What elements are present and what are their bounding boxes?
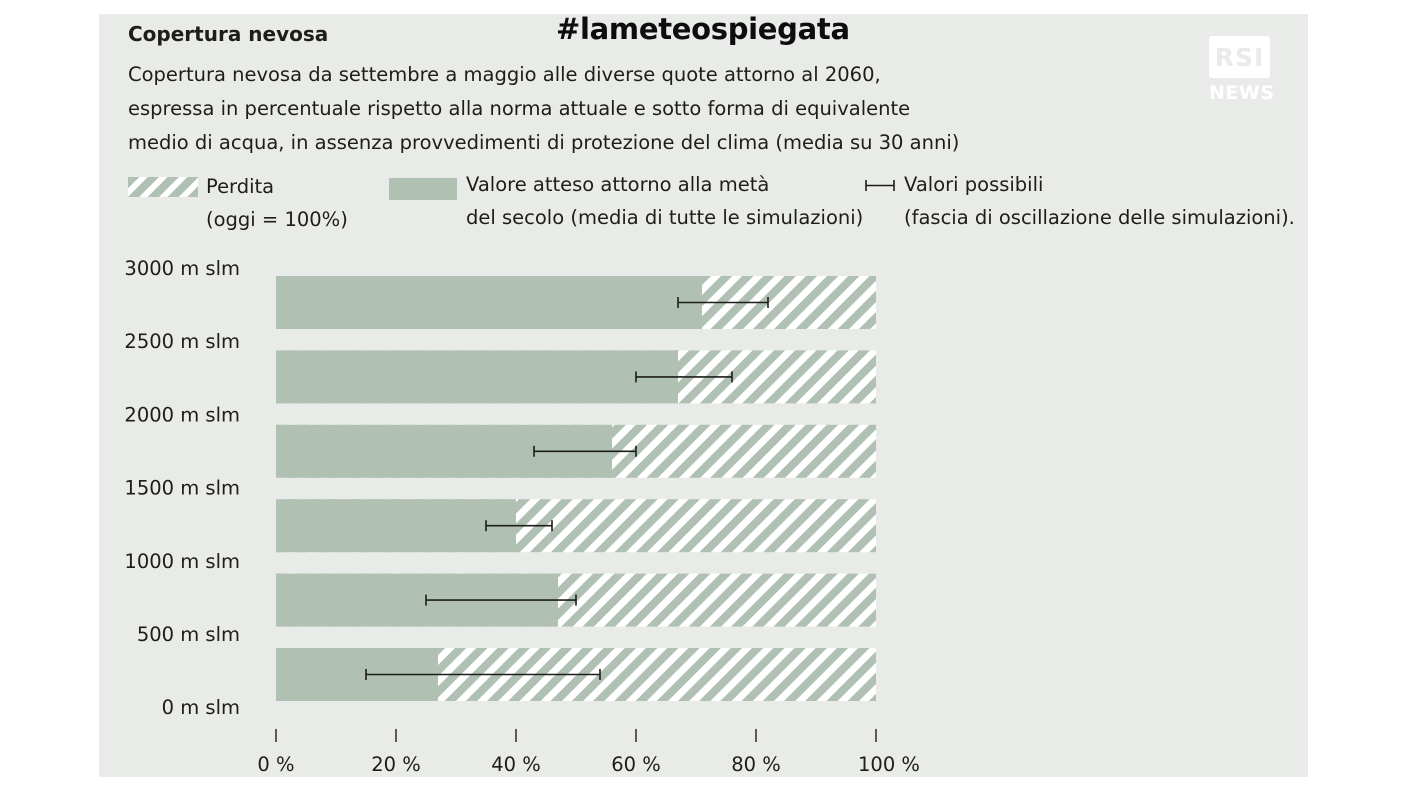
- range-whisker-icon: [865, 180, 895, 191]
- legend-loss-label: Perdita: [206, 175, 275, 198]
- subtitle-line: espressa in percentuale rispetto alla no…: [128, 97, 911, 120]
- chart-subtitle: Copertura nevosa da settembre a maggio a…: [128, 58, 959, 160]
- legend-loss-note: (oggi = 100%): [206, 208, 348, 231]
- x-tick-label: 60 %: [611, 753, 661, 776]
- range-whisker: [425, 594, 577, 606]
- expected-swatch-icon: [389, 178, 457, 200]
- x-tick-label: 0 %: [257, 753, 294, 776]
- y-tick-label: 1000 m slm: [124, 550, 240, 573]
- chart-title: Copertura nevosa: [128, 22, 329, 46]
- x-tick-label: 40 %: [491, 753, 541, 776]
- loss-swatch-icon: [128, 177, 198, 197]
- legend-range-note: (fascia di oscillazione delle simulazion…: [904, 206, 1295, 229]
- subtitle-line: medio di acqua, in assenza provvedimenti…: [128, 131, 960, 154]
- hashtag-title: #lameteospiegata: [556, 12, 850, 46]
- rsi-logo-box: RSI: [1209, 36, 1270, 78]
- legend-expected-note: del secolo (media di tutte le simulazion…: [466, 206, 864, 229]
- rsi-news-logo: RSI NEWS: [1209, 36, 1275, 104]
- legend-expected-label: Valore atteso attorno alla metà: [466, 173, 770, 196]
- expected-value-bar: [276, 276, 702, 329]
- y-tick-label: 0 m slm: [162, 696, 240, 719]
- range-whisker: [485, 520, 553, 532]
- expected-value-bar: [276, 350, 678, 404]
- y-tick-label: 3000 m slm: [124, 257, 240, 280]
- x-tick-label: 80 %: [731, 753, 781, 776]
- x-tick-label: 100 %: [858, 753, 920, 776]
- y-tick-label: 2000 m slm: [124, 403, 240, 426]
- legend-loss: Perdita (oggi = 100%): [206, 170, 348, 236]
- legend-range: Valori possibili (fascia di oscillazione…: [904, 168, 1295, 234]
- range-whisker: [533, 445, 637, 457]
- x-tick-label: 20 %: [371, 753, 421, 776]
- legend-range-label: Valori possibili: [904, 173, 1044, 196]
- y-tick-label: 2500 m slm: [124, 330, 240, 353]
- subtitle-line: Copertura nevosa da settembre a maggio a…: [128, 63, 881, 86]
- range-whisker: [677, 297, 769, 308]
- range-whisker: [365, 669, 601, 680]
- news-logo-text: NEWS: [1209, 82, 1275, 104]
- y-tick-label: 1500 m slm: [124, 477, 240, 500]
- legend-expected: Valore atteso attorno alla metà del seco…: [466, 168, 863, 234]
- y-tick-label: 500 m slm: [137, 623, 240, 646]
- expected-value-bar: [276, 499, 516, 553]
- range-whisker: [635, 371, 733, 383]
